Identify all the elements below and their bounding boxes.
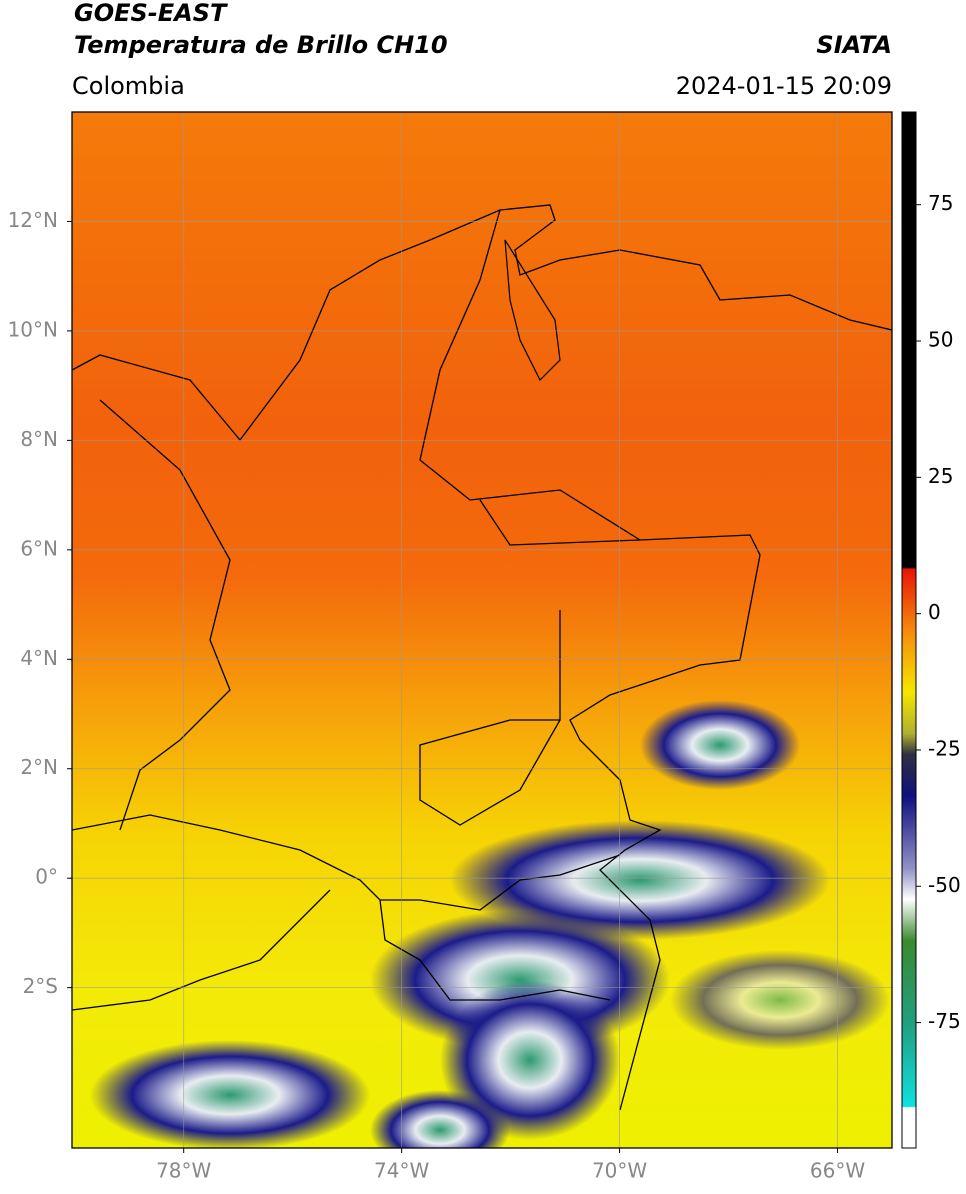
colorbar-tick-label: 50: [928, 328, 953, 352]
y-tick-label: 2°S: [23, 974, 58, 998]
y-tick-label: 0°: [35, 865, 58, 889]
border: [72, 204, 892, 1111]
map-frame: [71, 111, 893, 1149]
colorbar-tick-label: -50: [928, 873, 961, 897]
header: GOES-EAST Temperatura de Brillo CH10 SIA…: [72, 0, 892, 100]
y-tick-label: 8°N: [20, 427, 58, 451]
y-tick-label: 12°N: [8, 208, 58, 232]
satellite-image: [72, 112, 892, 1148]
colorbar-tick-label: -25: [928, 736, 961, 760]
gridlines: [72, 112, 892, 1148]
x-tick-label: 66°W: [810, 1159, 865, 1183]
colorbar-tick-label: 0: [928, 600, 941, 624]
y-tick-label: 10°N: [8, 317, 58, 341]
title-line: GOES-EAST: [74, 0, 228, 27]
x-tick-label: 70°W: [592, 1159, 647, 1183]
cloud: [670, 950, 890, 1050]
colorbar: [901, 111, 917, 1149]
datetime: 2024-01-15 20:09: [676, 72, 892, 100]
colorbar-tick-label: 25: [928, 464, 953, 488]
colorbar-tick-label: 75: [928, 191, 953, 215]
lake-outline: [504, 239, 561, 382]
colorbar-tick-label: -75: [928, 1009, 961, 1033]
x-tick-label: 74°W: [374, 1159, 429, 1183]
cloud: [450, 820, 830, 940]
title-line: Temperatura de Brillo CH10: [74, 31, 448, 59]
y-tick-label: 6°N: [20, 536, 58, 560]
y-tick-label: 4°N: [20, 646, 58, 670]
region: Colombia: [72, 72, 185, 100]
source: SIATA: [816, 31, 892, 59]
cloud: [640, 700, 800, 790]
cloud: [370, 1090, 510, 1148]
y-tick-label: 2°N: [20, 755, 58, 779]
x-tick-label: 78°W: [156, 1159, 211, 1183]
cloud: [90, 1040, 370, 1148]
